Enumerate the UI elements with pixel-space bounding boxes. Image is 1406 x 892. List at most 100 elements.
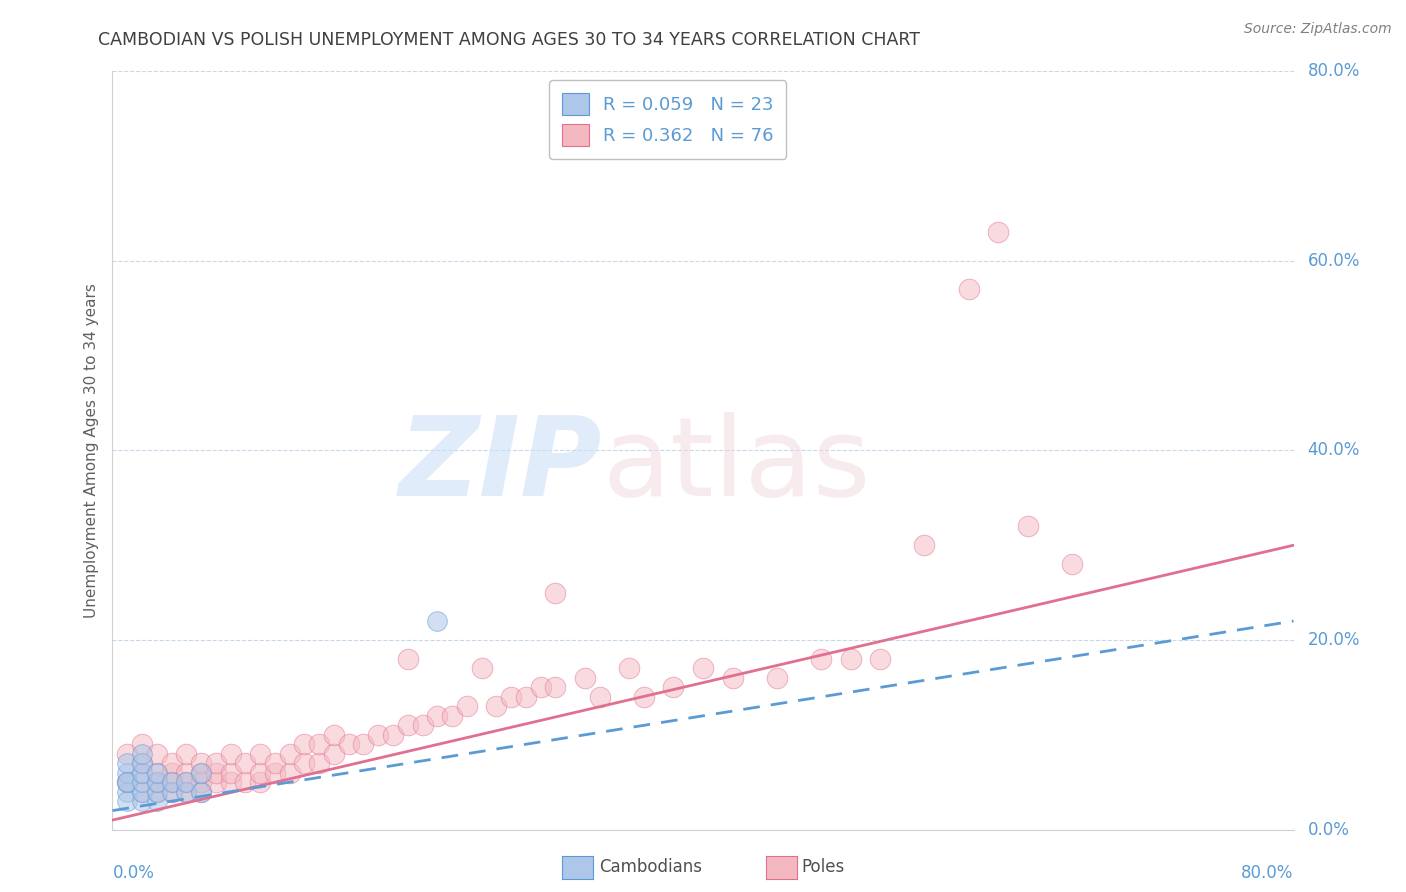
Text: Source: ZipAtlas.com: Source: ZipAtlas.com: [1244, 22, 1392, 37]
Point: [987, 226, 1010, 240]
Point: [367, 728, 389, 742]
Point: [219, 765, 242, 780]
Text: 40.0%: 40.0%: [1308, 442, 1360, 459]
Text: 0.0%: 0.0%: [1308, 821, 1350, 838]
Point: [190, 785, 212, 799]
Point: [411, 718, 433, 732]
Point: [869, 652, 891, 666]
Point: [426, 614, 449, 628]
Point: [810, 652, 832, 666]
Point: [174, 785, 197, 799]
Point: [131, 765, 153, 780]
Point: [131, 737, 153, 751]
Point: [249, 765, 271, 780]
Point: [352, 737, 374, 751]
Text: 80.0%: 80.0%: [1308, 62, 1360, 80]
Y-axis label: Unemployment Among Ages 30 to 34 years: Unemployment Among Ages 30 to 34 years: [83, 283, 98, 618]
Point: [292, 737, 315, 751]
Point: [190, 756, 212, 771]
Point: [146, 747, 169, 761]
Point: [160, 765, 183, 780]
Point: [117, 775, 138, 789]
Point: [146, 775, 169, 789]
Point: [1062, 557, 1084, 572]
Point: [574, 671, 596, 685]
Point: [190, 775, 212, 789]
Point: [131, 785, 153, 799]
Point: [529, 681, 551, 695]
Legend: R = 0.059   N = 23, R = 0.362   N = 76: R = 0.059 N = 23, R = 0.362 N = 76: [548, 80, 786, 159]
Point: [382, 728, 405, 742]
Point: [174, 765, 197, 780]
Point: [117, 756, 138, 771]
Point: [249, 775, 271, 789]
Text: ZIP: ZIP: [399, 412, 603, 519]
Point: [117, 775, 138, 789]
Point: [588, 690, 610, 704]
Point: [662, 681, 685, 695]
Point: [146, 765, 169, 780]
Text: atlas: atlas: [603, 412, 872, 519]
Point: [692, 661, 714, 675]
Point: [131, 785, 153, 799]
Point: [146, 794, 169, 808]
Point: [264, 765, 287, 780]
Point: [544, 681, 567, 695]
Point: [456, 699, 478, 714]
Point: [190, 785, 212, 799]
Point: [766, 671, 789, 685]
Point: [1017, 519, 1039, 533]
Text: 0.0%: 0.0%: [112, 863, 155, 881]
Point: [308, 756, 330, 771]
Point: [160, 785, 183, 799]
Point: [146, 775, 169, 789]
Point: [146, 785, 169, 799]
Point: [174, 747, 197, 761]
Point: [278, 765, 301, 780]
Point: [619, 661, 641, 675]
Text: Poles: Poles: [801, 858, 845, 876]
Point: [146, 765, 169, 780]
Point: [485, 699, 508, 714]
Point: [957, 282, 980, 296]
Point: [264, 756, 287, 771]
Point: [233, 775, 256, 789]
Point: [131, 747, 153, 761]
Point: [323, 728, 346, 742]
Point: [337, 737, 360, 751]
Point: [633, 690, 655, 704]
Point: [174, 785, 197, 799]
Point: [278, 747, 301, 761]
Text: 20.0%: 20.0%: [1308, 631, 1360, 649]
Point: [160, 785, 183, 799]
Point: [160, 756, 183, 771]
Point: [839, 652, 862, 666]
Point: [233, 756, 256, 771]
Point: [396, 652, 419, 666]
Text: 60.0%: 60.0%: [1308, 252, 1360, 270]
Point: [131, 756, 153, 771]
Point: [914, 538, 936, 552]
Point: [131, 756, 153, 771]
Point: [205, 756, 228, 771]
Point: [470, 661, 494, 675]
Point: [117, 747, 138, 761]
Point: [131, 765, 153, 780]
Point: [396, 718, 419, 732]
Point: [117, 775, 138, 789]
Point: [131, 794, 153, 808]
Point: [131, 775, 153, 789]
Point: [308, 737, 330, 751]
Point: [515, 690, 537, 704]
Text: CAMBODIAN VS POLISH UNEMPLOYMENT AMONG AGES 30 TO 34 YEARS CORRELATION CHART: CAMBODIAN VS POLISH UNEMPLOYMENT AMONG A…: [98, 31, 921, 49]
Point: [219, 747, 242, 761]
Point: [146, 785, 169, 799]
Text: Cambodians: Cambodians: [599, 858, 702, 876]
Point: [190, 765, 212, 780]
Point: [323, 747, 346, 761]
Text: 80.0%: 80.0%: [1241, 863, 1294, 881]
Point: [501, 690, 523, 704]
Point: [721, 671, 744, 685]
Point: [205, 765, 228, 780]
Point: [117, 794, 138, 808]
